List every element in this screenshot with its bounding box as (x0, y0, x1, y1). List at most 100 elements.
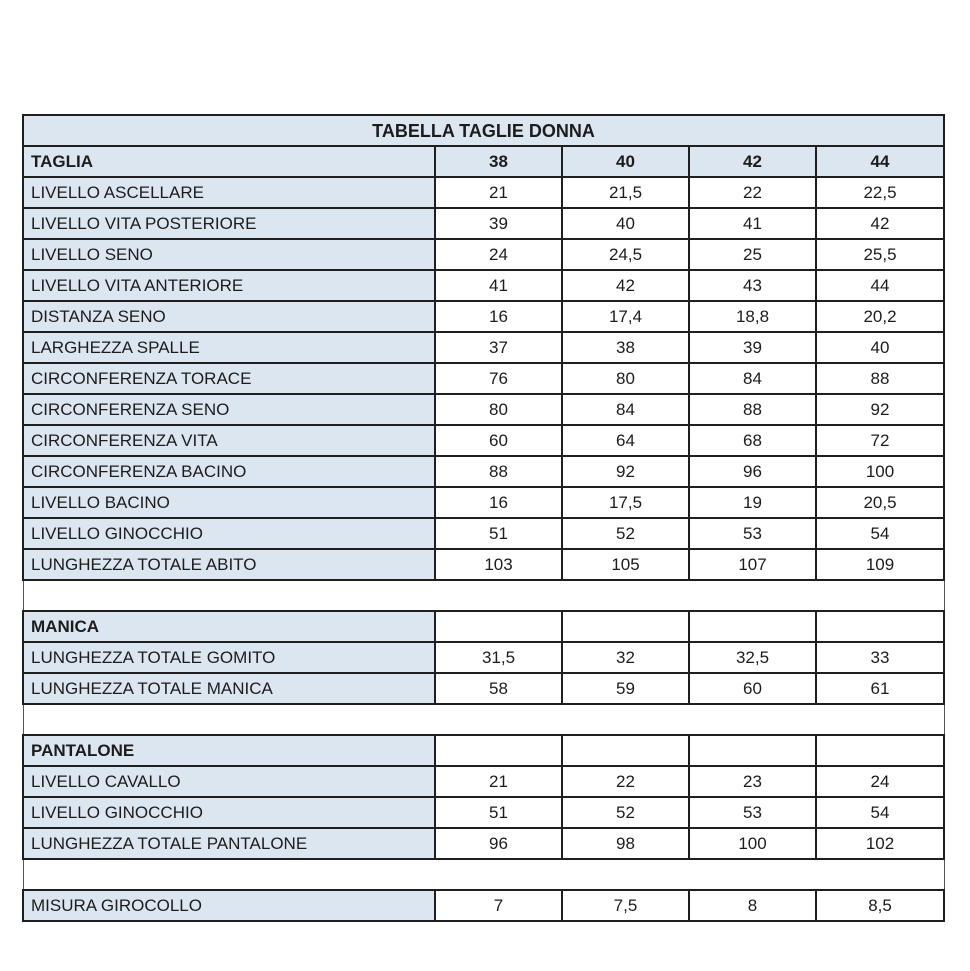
measurement-value: 8,5 (814, 889, 946, 922)
measurement-value: 7,5 (561, 889, 690, 922)
measurement-value: 109 (814, 548, 946, 581)
table-row: LIVELLO VITA ANTERIORE 41 42 43 44 (22, 269, 946, 302)
measurement-value: 76 (434, 362, 563, 395)
measurement-value: 44 (814, 269, 946, 302)
section-gap-row (22, 704, 945, 735)
measurement-label: LIVELLO ASCELLARE (22, 176, 436, 209)
measurement-value: 24,5 (561, 238, 690, 271)
table-row: LIVELLO BACINO 16 17,5 19 20,5 (22, 486, 946, 519)
measurement-label: LIVELLO GINOCCHIO (22, 796, 436, 829)
measurement-label: LUNGHEZZA TOTALE ABITO (22, 548, 436, 581)
measurement-label: LIVELLO BACINO (22, 486, 436, 519)
measurement-value: 24 (814, 765, 946, 798)
table-row: LIVELLO CAVALLO 21 22 23 24 (22, 765, 946, 798)
empty-header-cell (688, 610, 817, 643)
table-title: TABELLA TAGLIE DONNA (21, 114, 946, 147)
measurement-value: 98 (561, 827, 690, 860)
measurement-label: CIRCONFERENZA SENO (22, 393, 436, 426)
table-row: LIVELLO GINOCCHIO 51 52 53 54 (22, 517, 946, 550)
measurement-label: LIVELLO GINOCCHIO (22, 517, 436, 550)
measurement-value: 68 (688, 424, 817, 457)
section-header-label: PANTALONE (22, 734, 436, 767)
section-header-row: TAGLIA 38 40 42 44 (22, 145, 946, 178)
measurement-label: LUNGHEZZA TOTALE PANTALONE (22, 827, 436, 860)
measurement-label: LIVELLO SENO (22, 238, 436, 271)
measurement-value: 19 (688, 486, 817, 519)
table-row: DISTANZA SENO 16 17,4 18,8 20,2 (22, 300, 946, 333)
measurement-value: 105 (561, 548, 690, 581)
measurement-value: 59 (561, 672, 690, 705)
section-gap-row (22, 580, 945, 611)
measurement-label: LUNGHEZZA TOTALE GOMITO (22, 641, 436, 674)
measurement-value: 8 (688, 889, 817, 922)
measurement-value: 23 (688, 765, 817, 798)
measurement-value: 16 (434, 300, 563, 333)
measurement-label: LIVELLO VITA POSTERIORE (22, 207, 436, 240)
measurement-value: 96 (434, 827, 563, 860)
measurement-label: CIRCONFERENZA BACINO (22, 455, 436, 488)
measurement-value: 80 (561, 362, 690, 395)
table-row: CIRCONFERENZA BACINO 88 92 96 100 (22, 455, 946, 488)
measurement-value: 58 (434, 672, 563, 705)
measurement-value: 107 (688, 548, 817, 581)
measurement-label: CIRCONFERENZA TORACE (22, 362, 436, 395)
table-row: LARGHEZZA SPALLE 37 38 39 40 (22, 331, 946, 364)
empty-header-cell (561, 734, 690, 767)
measurement-value: 17,4 (561, 300, 690, 333)
table-row: CIRCONFERENZA VITA 60 64 68 72 (22, 424, 946, 457)
table-row: LUNGHEZZA TOTALE GOMITO 31,5 32 32,5 33 (22, 641, 946, 674)
measurement-value: 7 (434, 889, 563, 922)
measurement-value: 64 (561, 424, 690, 457)
section-header-row: MANICA (22, 610, 946, 643)
measurement-value: 100 (814, 455, 946, 488)
measurement-value: 21 (434, 176, 563, 209)
measurement-value: 51 (434, 796, 563, 829)
table-row: LIVELLO VITA POSTERIORE 39 40 41 42 (22, 207, 946, 240)
table-row: LUNGHEZZA TOTALE MANICA 58 59 60 61 (22, 672, 946, 705)
measurement-value: 88 (688, 393, 817, 426)
measurement-value: 88 (814, 362, 946, 395)
size-column-header: 44 (814, 145, 946, 178)
title-row: TABELLA TAGLIE DONNA (21, 114, 946, 147)
section-header-row: PANTALONE (22, 734, 946, 767)
measurement-value: 54 (814, 796, 946, 829)
measurement-value: 84 (688, 362, 817, 395)
measurement-value: 53 (688, 796, 817, 829)
measurement-value: 18,8 (688, 300, 817, 333)
measurement-value: 25 (688, 238, 817, 271)
measurement-value: 53 (688, 517, 817, 550)
table-row: LUNGHEZZA TOTALE PANTALONE 96 98 100 102 (22, 827, 946, 860)
table-row: LIVELLO GINOCCHIO 51 52 53 54 (22, 796, 946, 829)
measurement-value: 84 (561, 393, 690, 426)
measurement-value: 72 (814, 424, 946, 457)
size-table: TABELLA TAGLIE DONNA TAGLIA 38 40 42 44 LIVEL… (21, 114, 946, 922)
measurement-value: 16 (434, 486, 563, 519)
measurement-value: 31,5 (434, 641, 563, 674)
measurement-value: 33 (814, 641, 946, 674)
measurement-value: 52 (561, 796, 690, 829)
measurement-value: 54 (814, 517, 946, 550)
measurement-value: 88 (434, 455, 563, 488)
measurement-value: 61 (814, 672, 946, 705)
measurement-value: 102 (814, 827, 946, 860)
measurement-label: MISURA GIROCOLLO (22, 889, 436, 922)
measurement-label: CIRCONFERENZA VITA (22, 424, 436, 457)
measurement-value: 60 (688, 672, 817, 705)
measurement-value: 21,5 (561, 176, 690, 209)
measurement-value: 100 (688, 827, 817, 860)
table-row: LUNGHEZZA TOTALE ABITO 103 105 107 109 (22, 548, 946, 581)
section-gap-row (22, 859, 945, 890)
table-row: CIRCONFERENZA TORACE 76 80 84 88 (22, 362, 946, 395)
measurement-value: 25,5 (814, 238, 946, 271)
measurement-value: 96 (688, 455, 817, 488)
empty-header-cell (561, 610, 690, 643)
empty-header-cell (814, 610, 946, 643)
measurement-value: 80 (434, 393, 563, 426)
measurement-value: 17,5 (561, 486, 690, 519)
measurement-value: 41 (434, 269, 563, 302)
size-column-header: 38 (434, 145, 563, 178)
section-header-label: TAGLIA (22, 145, 436, 178)
section-header-label: MANICA (22, 610, 436, 643)
size-table-body: TABELLA TAGLIE DONNA TAGLIA 38 40 42 44 LIVEL… (21, 114, 946, 922)
section-gap (22, 580, 945, 611)
